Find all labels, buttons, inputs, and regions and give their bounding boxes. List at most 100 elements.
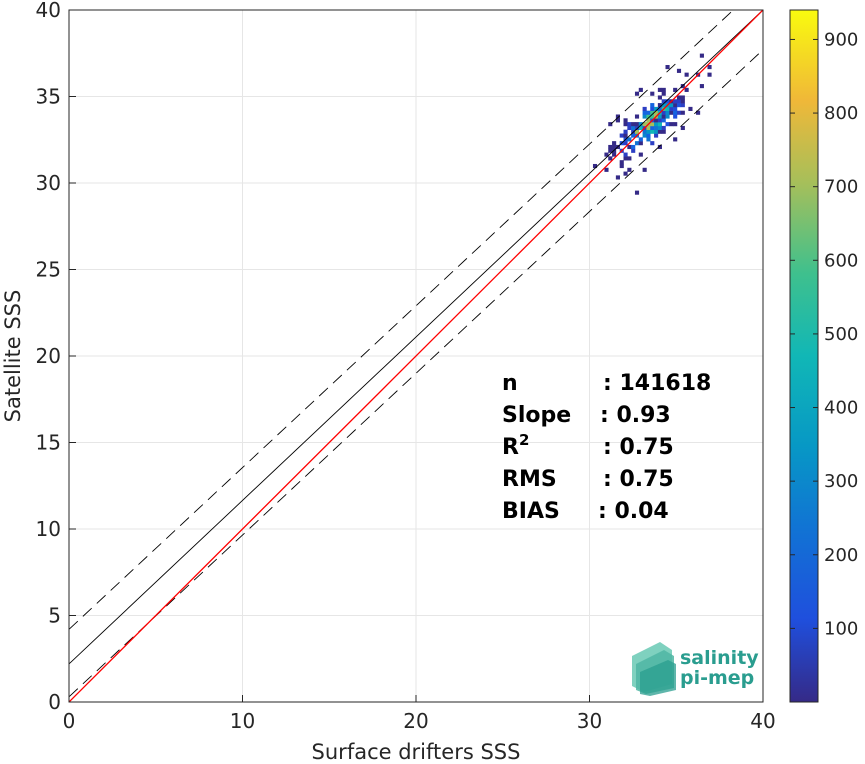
density-cell: [619, 163, 624, 169]
density-cell: [615, 118, 620, 123]
density-cell: [623, 156, 628, 161]
density-cell: [650, 91, 655, 96]
x-tick-label: 0: [63, 709, 76, 733]
statistics-box: n: 141618 Slope: 0.93 R2: 0.75 RMS: 0.75 BIA…: [502, 371, 711, 524]
density-cell: [615, 175, 620, 180]
density-cell: [642, 133, 647, 138]
stat-value: : 141618: [603, 371, 711, 396]
x-axis-label: Surface drifters SSS: [312, 740, 521, 764]
density-cell: [676, 95, 682, 100]
density-cell: [646, 118, 651, 123]
density-cell: [680, 99, 685, 104]
density-cell: [661, 114, 666, 119]
density-cell: [634, 129, 640, 134]
y-tick-label: 15: [36, 431, 61, 455]
density-cell: [680, 110, 685, 115]
salinity-pi-mep-logo: salinity pi-mep: [632, 642, 759, 696]
stat-value: : 0.93: [600, 403, 671, 428]
density-cell: [688, 106, 693, 111]
density-cell: [684, 87, 689, 92]
density-cell: [627, 167, 632, 172]
density-cell: [650, 106, 655, 111]
density-cell: [707, 72, 712, 77]
density-cell: [654, 133, 659, 138]
density-cell: [657, 122, 662, 127]
density-cell: [646, 129, 651, 134]
logo-line1: salinity: [680, 647, 759, 669]
density-cell: [673, 106, 678, 111]
density-cell: [634, 190, 640, 195]
density-cell: [676, 103, 682, 108]
density-cell: [680, 95, 685, 100]
density-cell: [699, 53, 704, 58]
density-cell: [638, 141, 643, 146]
density-cell: [631, 133, 636, 138]
density-cell: [654, 122, 659, 127]
density-cell: [634, 122, 640, 127]
stat-value: : 0.75: [603, 435, 674, 460]
colorbar-tick-label: 200: [824, 545, 858, 566]
density-cell: [654, 129, 659, 134]
density-cell: [650, 125, 655, 131]
density-cell: [654, 125, 659, 131]
density-cell: [638, 152, 643, 157]
colorbar-tick-label: 900: [824, 29, 858, 50]
y-axis-label: Satellite SSS: [1, 290, 25, 423]
density-cell: [661, 110, 666, 115]
density-cell: [657, 87, 662, 92]
density-cell: [657, 95, 662, 100]
y-tick-label: 0: [48, 690, 61, 714]
density-cell: [631, 144, 636, 150]
density-cell: [627, 156, 632, 161]
y-tick-label: 40: [36, 0, 61, 22]
density-cell: [673, 103, 678, 108]
regression-line: [69, 10, 763, 702]
density-cell: [661, 99, 666, 104]
density-cell: [642, 122, 647, 127]
density-cell: [669, 110, 674, 115]
colorbar-tick-label: 400: [824, 398, 858, 419]
density-cell: [657, 144, 662, 150]
density-cell: [661, 125, 666, 131]
density-cell: [650, 110, 655, 115]
density-cell: [612, 144, 617, 150]
density-cell: [657, 103, 662, 108]
density-cell: [646, 137, 651, 142]
colorbar-tick-label: 500: [824, 324, 858, 345]
colorbar-tick-label: 600: [824, 250, 858, 271]
density-cell: [650, 141, 655, 146]
colorbar-tick-label: 700: [824, 177, 858, 198]
density-cell: [604, 152, 609, 157]
density-cell: [657, 125, 662, 131]
density-cell: [661, 129, 666, 134]
density-cell: [642, 110, 647, 115]
density-cell: [619, 160, 624, 165]
density-cell: [642, 106, 647, 111]
identity-upper-line: [69, 10, 734, 630]
density-cell: [650, 103, 655, 108]
density-cell: [634, 141, 640, 146]
density-cell: [627, 125, 632, 131]
density-cell: [676, 99, 682, 104]
y-tick-label: 5: [48, 604, 61, 628]
density-cell: [623, 118, 628, 123]
x-tick-label: 20: [403, 709, 428, 733]
density-cell: [673, 110, 678, 115]
density-cell: [634, 114, 640, 119]
density-cell: [642, 129, 647, 134]
density-cell: [673, 99, 678, 104]
density-cell: [646, 114, 651, 119]
stat-superscript: 2: [519, 431, 529, 449]
stat-label: n: [502, 371, 518, 396]
density-cell: [642, 167, 647, 172]
y-tick-label: 35: [36, 85, 61, 109]
density-cell: [699, 84, 704, 89]
density-cell: [665, 106, 670, 111]
stat-label: BIAS: [502, 499, 560, 524]
stat-value: : 0.75: [603, 467, 674, 492]
density-cell: [696, 110, 701, 115]
colorbar-ticks: 100 200 300 400 500 600 700 800 900: [790, 29, 858, 639]
density-cell: [638, 122, 643, 127]
density-cell: [680, 125, 685, 131]
